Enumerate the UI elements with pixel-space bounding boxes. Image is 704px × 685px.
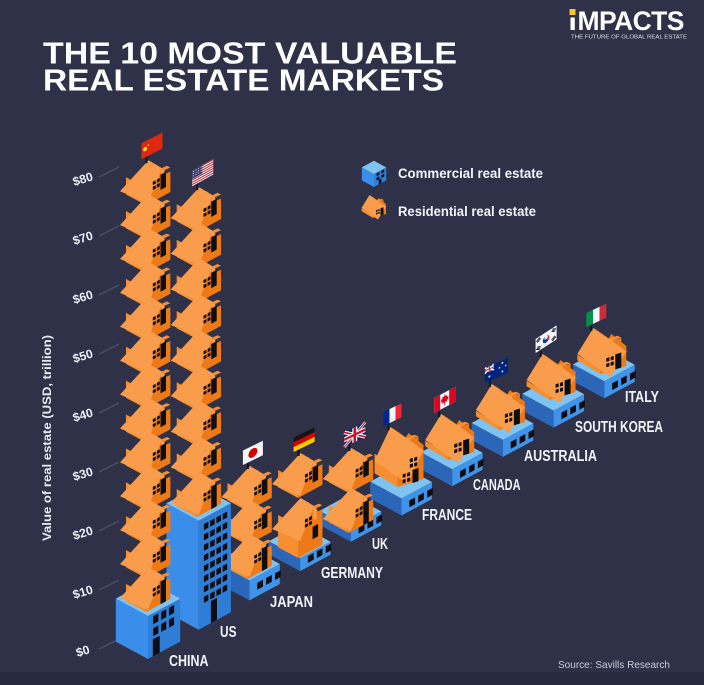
svg-text:AUSTRALIA: AUSTRALIA xyxy=(524,448,597,465)
svg-text:Source: Savills Research: Source: Savills Research xyxy=(558,659,670,671)
svg-text:JAPAN: JAPAN xyxy=(270,594,313,611)
svg-text:$10: $10 xyxy=(71,582,95,601)
svg-text:Value of real estate (USD, tri: Value of real estate (USD, trillion) xyxy=(42,335,54,541)
svg-text:$40: $40 xyxy=(71,405,95,424)
svg-text:$30: $30 xyxy=(71,464,95,483)
svg-text:$60: $60 xyxy=(71,287,95,306)
svg-text:$0: $0 xyxy=(74,642,91,659)
svg-text:CHINA: CHINA xyxy=(169,653,209,670)
svg-text:SOUTH KOREA: SOUTH KOREA xyxy=(575,419,663,436)
svg-text:UK: UK xyxy=(372,536,388,553)
svg-text:MPACTS: MPACTS xyxy=(578,6,684,36)
svg-text:THE 10 MOST VALUABLE: THE 10 MOST VALUABLE xyxy=(43,37,457,71)
svg-text:ITALY: ITALY xyxy=(625,389,659,406)
svg-text:CANADA: CANADA xyxy=(473,477,521,494)
svg-text:US: US xyxy=(220,624,237,641)
svg-text:Commercial real estate: Commercial real estate xyxy=(398,165,543,181)
svg-text:THE FUTURE OF GLOBAL REAL ESTA: THE FUTURE OF GLOBAL REAL ESTATE xyxy=(571,35,687,41)
svg-text:Residential real estate: Residential real estate xyxy=(398,203,536,219)
svg-text:$50: $50 xyxy=(71,346,95,365)
svg-text:FRANCE: FRANCE xyxy=(422,507,472,524)
svg-text:$80: $80 xyxy=(71,169,95,188)
svg-text:GERMANY: GERMANY xyxy=(321,565,383,582)
svg-text:$20: $20 xyxy=(71,523,95,542)
svg-text:$70: $70 xyxy=(71,228,95,247)
svg-text:REAL ESTATE MARKETS: REAL ESTATE MARKETS xyxy=(43,64,444,98)
